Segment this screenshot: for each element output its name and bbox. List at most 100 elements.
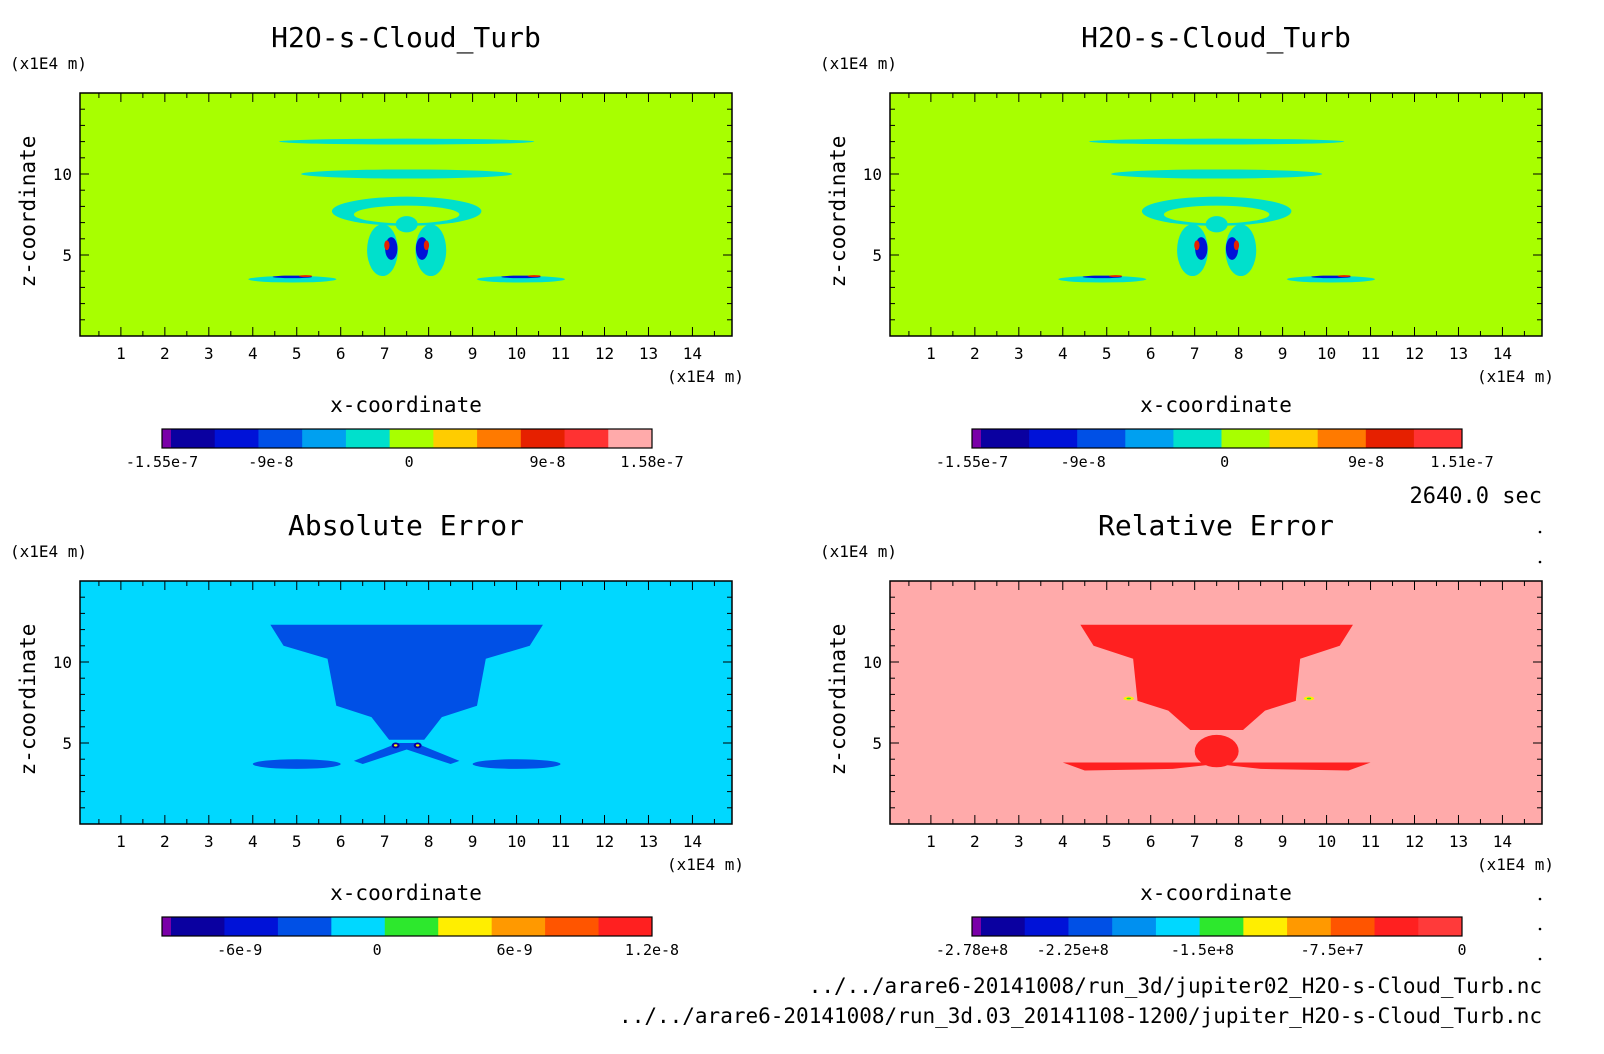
y-tick-label: 10 (53, 165, 72, 184)
x-tick-label: 2 (160, 832, 170, 851)
colorbar-tick-label: 9e-8 (529, 453, 565, 471)
colorbar-tick-label: 9e-8 (1348, 453, 1384, 471)
x-unit-label: (x1E4 m) (667, 367, 744, 386)
field-contour (1337, 275, 1351, 278)
x-tick-label: 10 (507, 832, 526, 851)
y-tick-label: 10 (863, 653, 882, 672)
x-tick-label: 1 (116, 832, 126, 851)
plot-frame (79, 92, 733, 337)
x-tick-label: 14 (1493, 344, 1512, 363)
colorbar-tick-label: -2.78e+8 (936, 941, 1008, 959)
colorbar-tick-label: 0 (1457, 941, 1466, 959)
x-tick-label: 1 (116, 344, 126, 363)
colorbar-frame (971, 428, 1463, 449)
colorbar-segment (258, 429, 303, 448)
x-unit-label: (x1E4 m) (667, 855, 744, 874)
y-tick-label: 5 (62, 734, 72, 753)
field-contour (1205, 216, 1228, 233)
x-tick-label: 6 (1146, 832, 1156, 851)
colorbar-segment (1077, 429, 1126, 448)
colorbar-segment (1317, 429, 1367, 448)
x-tick-label: 11 (1361, 344, 1380, 363)
colorbar-segment (1125, 429, 1174, 448)
y-tick-label: 5 (872, 734, 882, 753)
field-contour (477, 276, 565, 283)
y-tick-label: 5 (62, 246, 72, 265)
colorbar-segment (598, 917, 653, 936)
colorbar-segment (331, 917, 386, 936)
colorbar-tick-label: 0 (405, 453, 414, 471)
field-contour (415, 224, 447, 277)
field-layer (1058, 138, 1375, 283)
field-contour (1194, 240, 1200, 251)
y-axis-label: z-coordinate (16, 624, 40, 776)
field-contour (1225, 224, 1257, 277)
field-contour (1163, 205, 1270, 224)
field-contour (367, 224, 398, 277)
x-tick-label: 3 (204, 344, 214, 363)
colorbar-segment (162, 917, 172, 936)
x-tick-label: 9 (468, 344, 478, 363)
field-layer (252, 624, 561, 769)
x-tick-label: 3 (1014, 344, 1024, 363)
colorbar-segment (1155, 917, 1201, 936)
x-tick-label: 5 (1102, 344, 1112, 363)
colorbar-tick-label: -1.5e+8 (1171, 941, 1234, 959)
colorbar-segment (438, 917, 493, 936)
x-tick-label: 12 (595, 344, 614, 363)
field-contour (395, 216, 418, 233)
x-tick-label: 12 (1405, 832, 1424, 851)
colorbar-tick-label: 1.51e-7 (1430, 453, 1493, 471)
x-tick-label: 3 (1014, 832, 1024, 851)
colorbar-segment (545, 917, 600, 936)
panels-layer: H2O-s-Cloud_Turb(x1E4 m)1 2 3 4 5 6 7 8 9 10 11 12 1… (10, 21, 1554, 959)
colorbar-segment (1269, 429, 1319, 448)
field-contour (415, 744, 420, 747)
x-tick-label: 3 (204, 832, 214, 851)
colorbar-tick-label: 1.2e-8 (625, 941, 679, 959)
colorbar-segment (384, 917, 439, 936)
colorbar-segment (224, 917, 279, 936)
x-tick-label: 4 (248, 344, 258, 363)
x-tick-label: 2 (160, 344, 170, 363)
colorbar-segment (1330, 917, 1376, 936)
colorbar-segment (1173, 429, 1222, 448)
colorbar-segment (972, 429, 982, 448)
field-contour (1126, 697, 1131, 700)
colorbar-segment (972, 917, 982, 936)
x-tick-label: 4 (248, 832, 258, 851)
colorbar-segment (277, 917, 332, 936)
x-tick-label: 13 (1449, 344, 1468, 363)
x-tick-label: 7 (380, 832, 390, 851)
colorbar-segment (214, 429, 259, 448)
colorbar-segment (1413, 429, 1463, 448)
x-tick-label: 13 (639, 832, 658, 851)
panel-title: H2O-s-Cloud_Turb (1081, 21, 1351, 55)
field-contour (1177, 224, 1208, 277)
field-contour (527, 275, 541, 278)
x-axis-label: x-coordinate (1140, 393, 1292, 417)
x-tick-label: 8 (424, 344, 434, 363)
field-contour (301, 169, 513, 179)
colorbar-tick-label: -9e-8 (248, 453, 293, 471)
colorbar-tick-label: -2.25e+8 (1037, 941, 1109, 959)
colorbar-segment (1287, 917, 1332, 936)
field-contour (353, 743, 460, 765)
field-contour (1058, 276, 1147, 283)
colorbar-segment (162, 429, 172, 448)
x-tick-label: 14 (683, 832, 702, 851)
colorbar-segment (1221, 429, 1271, 448)
colorbar-segment (1418, 917, 1463, 936)
field-contour (1233, 240, 1240, 251)
field-contour (1108, 275, 1123, 278)
field-contour (1287, 276, 1375, 283)
colorbar-segment (491, 917, 546, 936)
colorbar-tick-label: -1.55e-7 (126, 453, 198, 471)
y-axis-label: z-coordinate (16, 136, 40, 288)
colorbar-segment (1029, 429, 1078, 448)
colorbar-segment (389, 429, 434, 448)
field-contour (248, 276, 337, 283)
field-contour (353, 205, 460, 224)
time-label: 2640.0 sec (1410, 484, 1542, 509)
